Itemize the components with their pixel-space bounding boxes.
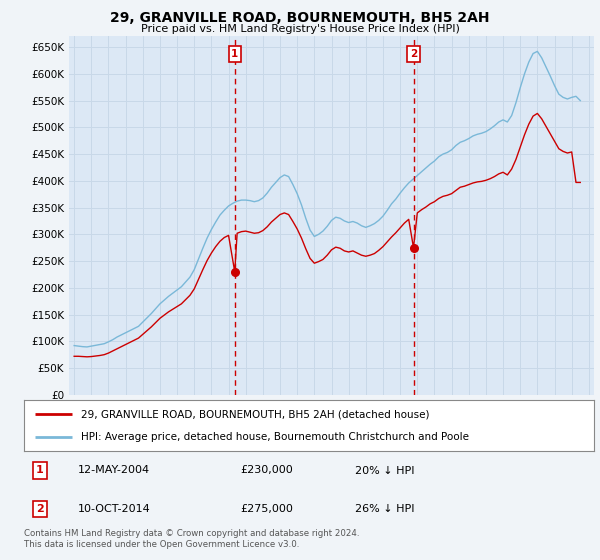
Text: 20% ↓ HPI: 20% ↓ HPI	[355, 465, 414, 475]
Text: HPI: Average price, detached house, Bournemouth Christchurch and Poole: HPI: Average price, detached house, Bour…	[81, 432, 469, 442]
Text: 29, GRANVILLE ROAD, BOURNEMOUTH, BH5 2AH (detached house): 29, GRANVILLE ROAD, BOURNEMOUTH, BH5 2AH…	[81, 409, 430, 419]
Text: 2: 2	[410, 49, 417, 59]
Text: £275,000: £275,000	[241, 504, 293, 514]
Text: 10-OCT-2014: 10-OCT-2014	[78, 504, 151, 514]
Text: 1: 1	[36, 465, 44, 475]
Text: 29, GRANVILLE ROAD, BOURNEMOUTH, BH5 2AH: 29, GRANVILLE ROAD, BOURNEMOUTH, BH5 2AH	[110, 11, 490, 25]
Text: £230,000: £230,000	[241, 465, 293, 475]
Text: 1: 1	[231, 49, 238, 59]
Text: 12-MAY-2004: 12-MAY-2004	[78, 465, 150, 475]
Text: 26% ↓ HPI: 26% ↓ HPI	[355, 504, 414, 514]
Text: Price paid vs. HM Land Registry's House Price Index (HPI): Price paid vs. HM Land Registry's House …	[140, 24, 460, 34]
Text: 2: 2	[36, 504, 44, 514]
Text: Contains HM Land Registry data © Crown copyright and database right 2024.
This d: Contains HM Land Registry data © Crown c…	[24, 529, 359, 549]
